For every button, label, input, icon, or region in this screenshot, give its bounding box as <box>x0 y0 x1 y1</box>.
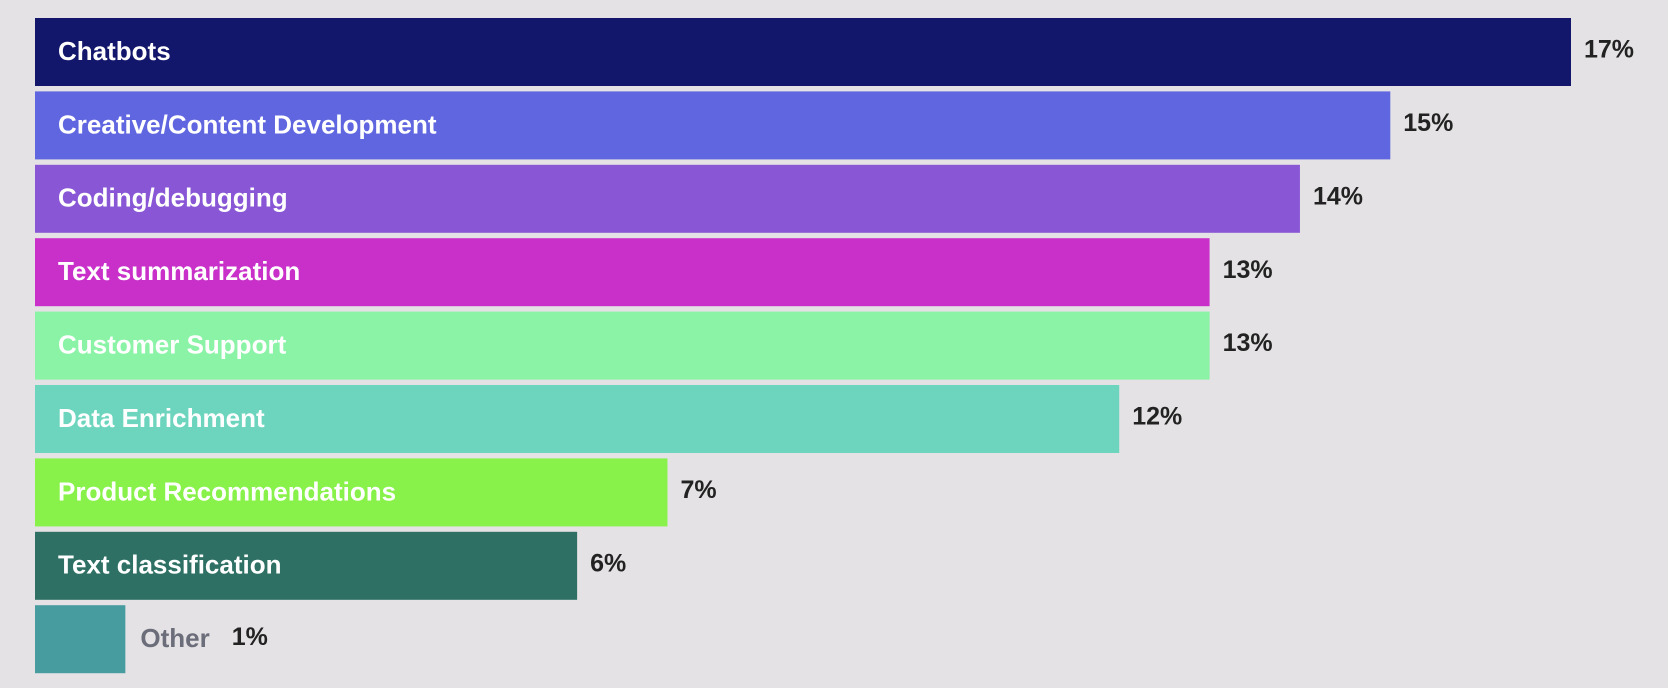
category-label: Chatbots <box>58 36 171 66</box>
value-label: 7% <box>680 476 716 504</box>
category-label: Data Enrichment <box>58 403 265 433</box>
bar <box>35 605 126 674</box>
category-label: Text summarization <box>58 256 300 286</box>
bar <box>35 311 1210 380</box>
bar <box>35 18 1571 86</box>
bar <box>35 531 578 600</box>
value-label: 15% <box>1403 109 1453 137</box>
category-label: Customer Support <box>58 329 287 359</box>
value-label: 1% <box>232 623 268 651</box>
value-label: 17% <box>1584 36 1634 64</box>
bar <box>35 238 1210 307</box>
bar <box>35 385 1120 453</box>
category-label: Text classification <box>58 550 282 580</box>
bar <box>35 164 1300 233</box>
category-label: Product Recommendations <box>58 476 396 506</box>
category-label: Creative/Content Development <box>58 109 437 139</box>
value-label: 12% <box>1132 403 1182 431</box>
value-label: 13% <box>1223 329 1273 357</box>
bar <box>35 91 1391 160</box>
category-label: Other <box>140 623 209 653</box>
value-label: 13% <box>1223 256 1273 284</box>
value-label: 6% <box>590 549 626 577</box>
category-label: Coding/debugging <box>58 183 288 213</box>
value-label: 14% <box>1313 182 1363 210</box>
bar <box>35 458 668 527</box>
